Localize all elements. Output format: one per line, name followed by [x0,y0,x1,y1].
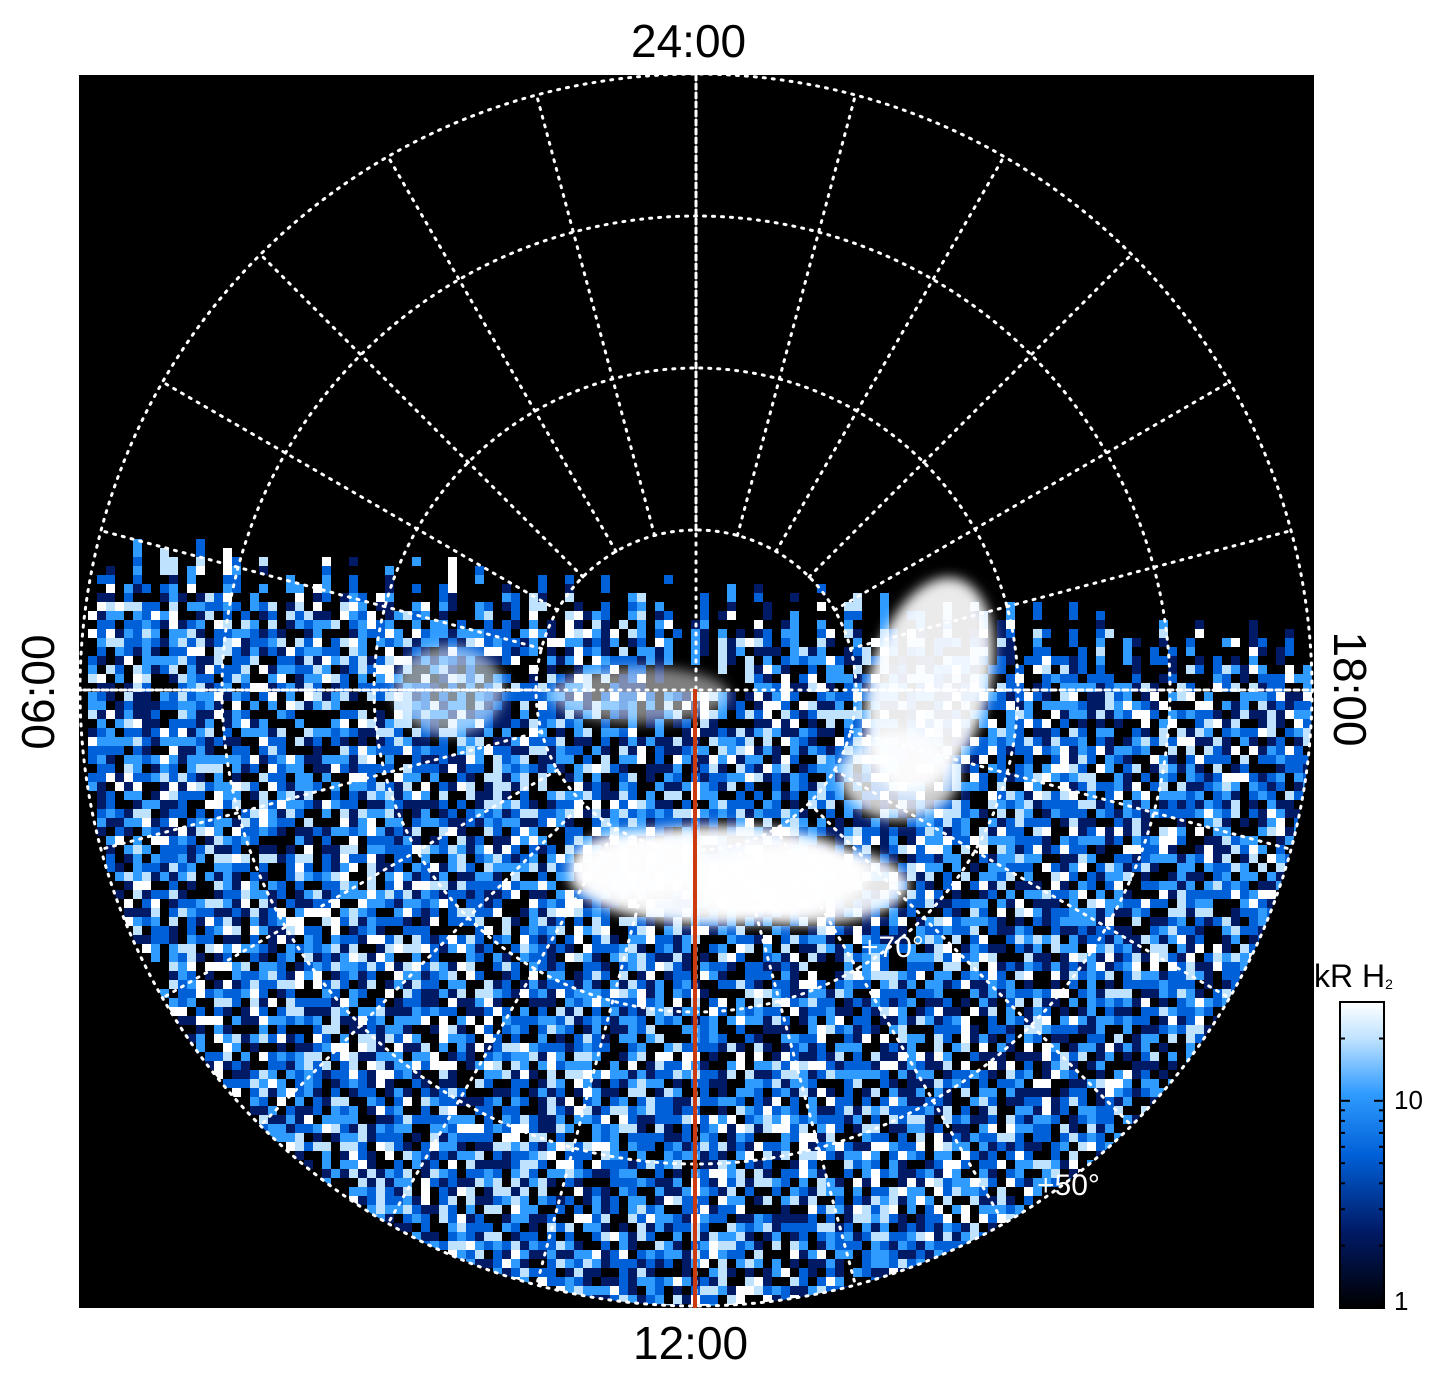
auroral-oval [394,577,994,925]
grid-spoke [258,252,585,579]
lat-label-70: +70° [861,931,924,964]
polar-auroral-map: +70° +50° [79,75,1314,1308]
label-12h: 12:00 [633,1317,749,1369]
grid-spoke [99,529,543,651]
grid-spoke [833,380,1231,612]
grid-spoke [258,801,585,1128]
grid-spoke [386,827,618,1225]
lat-label-50: +50° [1037,1169,1100,1202]
grid-spoke [849,729,1293,851]
label-24h: 24:00 [631,15,747,67]
grid-spoke [807,801,1134,1128]
label-18h: 18:00 [1324,631,1376,747]
grid-spoke [774,827,1006,1225]
grid-spoke [807,252,1134,579]
grid-spoke [99,729,543,851]
grid-spoke [735,843,857,1287]
grid-spoke [535,843,657,1287]
emission-field [88,539,1312,1306]
grid-spoke [161,380,559,612]
colorbar-title: kR H2 [1314,958,1393,994]
grid-spoke [161,768,559,1000]
grid-spoke [833,768,1231,1000]
grid-spoke [735,93,857,537]
grid-spoke [774,155,1006,553]
colorbar [1339,1001,1385,1309]
grid-spoke [535,93,657,537]
colorbar-tick-10: 10 [1394,1085,1423,1115]
grid-spoke [386,155,618,553]
colorbar-tick-1: 1 [1394,1286,1409,1316]
label-06h: 06:00 [12,634,64,750]
grid-spoke [849,529,1293,651]
